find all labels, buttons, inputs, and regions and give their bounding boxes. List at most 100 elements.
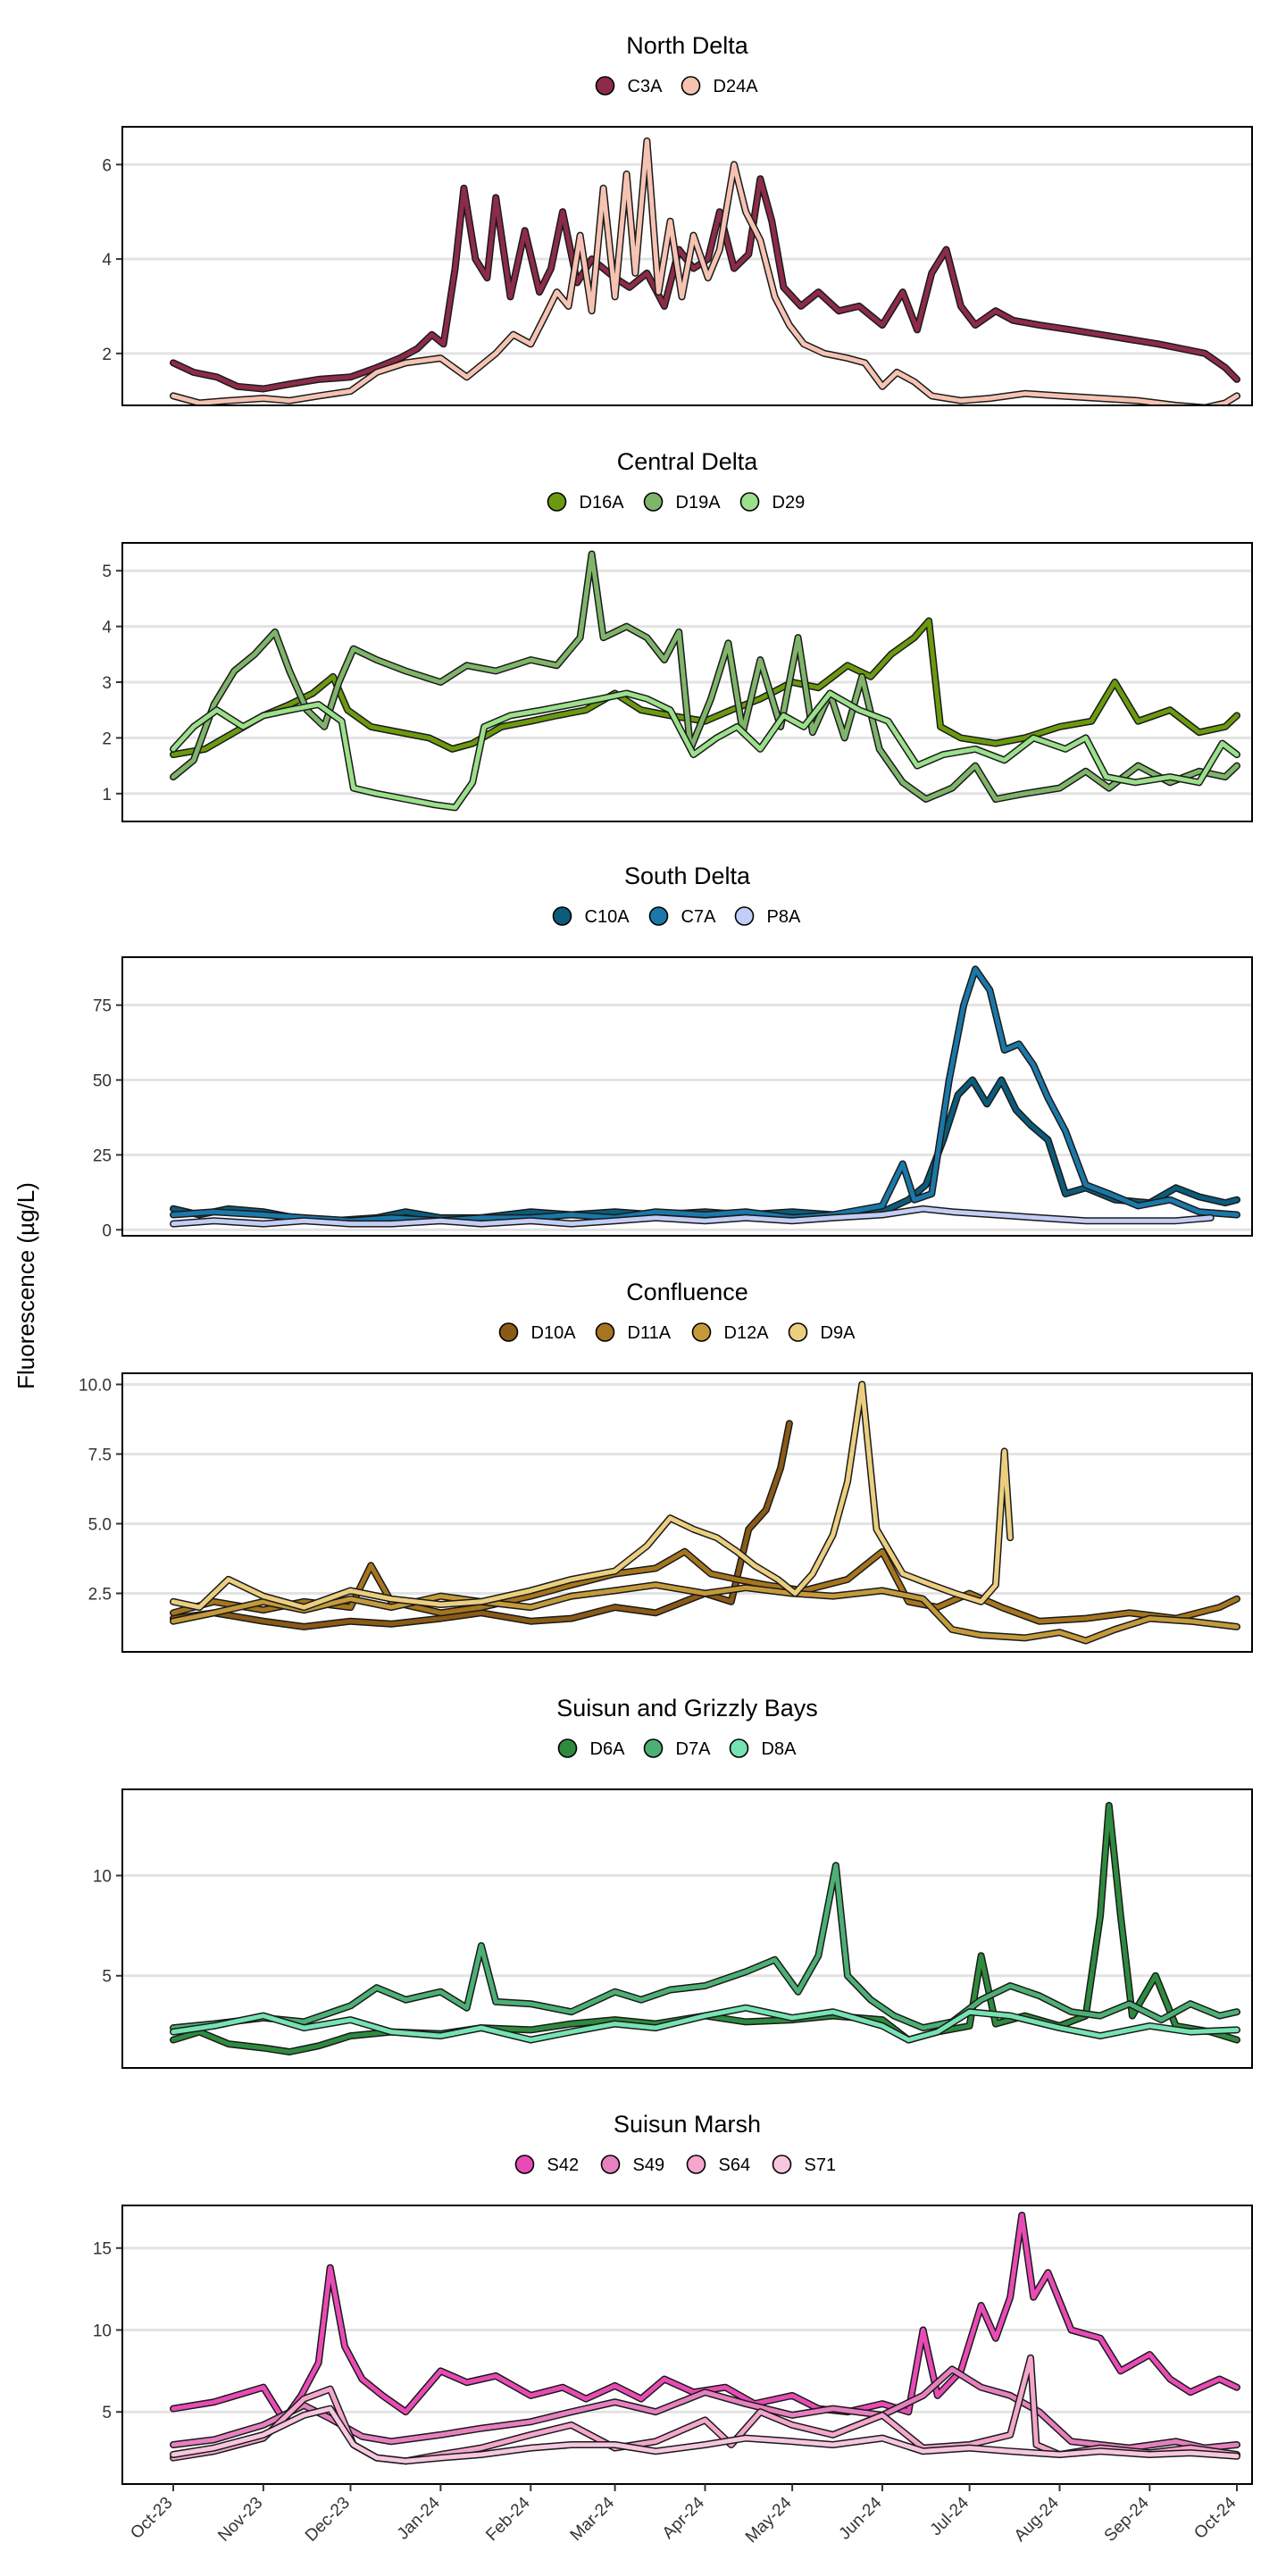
y-tick-label: 5 xyxy=(102,1968,112,1987)
y-tick-label: 3 xyxy=(102,674,112,693)
y-tick-label: 4 xyxy=(102,619,112,638)
series-line-D6A xyxy=(171,1803,1240,2055)
series-group xyxy=(170,1802,1240,2055)
legend-label: S71 xyxy=(805,2155,837,2175)
legend-label: C3A xyxy=(628,77,664,96)
legend-label: D24A xyxy=(714,77,759,96)
legend: C10A C7A P8A xyxy=(552,906,801,927)
legend-label: D10A xyxy=(531,1323,577,1343)
y-tick-label: 2 xyxy=(102,729,112,748)
legend-label: D9A xyxy=(821,1323,856,1343)
y-tick-label: 0 xyxy=(102,1221,112,1240)
legend-swatch xyxy=(686,2155,706,2174)
legend: D6A D7A D8A xyxy=(557,1738,797,1759)
panel-3: Confluence D10A D11A D12A D9A 2.5 5.0 7.5 10.0 xyxy=(79,1279,1253,1653)
series-line-S49 xyxy=(171,2367,1240,2451)
legend-swatch xyxy=(739,492,760,512)
panel-title: Confluence xyxy=(626,1279,748,1305)
series-line-D7A xyxy=(171,1863,1240,2030)
legend-swatch xyxy=(772,2155,792,2174)
y-tick-label: 1 xyxy=(102,786,112,804)
y-tick-label: 15 xyxy=(93,2240,112,2259)
legend-label: D16A xyxy=(580,493,625,513)
legend-swatch xyxy=(547,492,567,512)
panel-5: Suisun Marsh S42 S49 S64 S71 5 10 15 xyxy=(93,2111,1253,2485)
y-tick-label: 10.0 xyxy=(79,1376,112,1395)
panel-border xyxy=(121,1372,1253,1653)
legend-label: S42 xyxy=(547,2155,580,2175)
y-tick-label: 5 xyxy=(102,563,112,581)
panel-title: North Delta xyxy=(626,32,749,59)
y-tick-label: 10 xyxy=(93,1868,112,1887)
legend-label: C7A xyxy=(681,907,717,927)
legend-label: P8A xyxy=(767,907,801,927)
legend: D10A D11A D12A D9A xyxy=(498,1322,856,1343)
panel-title: Central Delta xyxy=(617,448,759,475)
legend-swatch xyxy=(643,492,664,512)
series-line-S71 xyxy=(171,2406,1240,2463)
series-line-D8A xyxy=(171,2005,1240,2043)
y-tick-label: 7.5 xyxy=(88,1446,112,1464)
series-line-D12A xyxy=(171,1582,1240,1643)
series-line-D16A xyxy=(171,618,1240,757)
series-group xyxy=(170,2212,1240,2465)
legend-swatch xyxy=(643,1738,664,1758)
y-tick-label: 2.5 xyxy=(88,1585,112,1604)
y-tick-label: 6 xyxy=(102,156,112,175)
legend-swatch xyxy=(729,1738,749,1758)
y-tick-label: 2 xyxy=(102,346,112,364)
legend-swatch xyxy=(595,76,615,96)
legend-label: S64 xyxy=(719,2155,751,2175)
y-tick-label: 50 xyxy=(93,1072,112,1091)
y-tick-label: 10 xyxy=(93,2322,112,2340)
legend-label: D7A xyxy=(676,1739,712,1759)
series-line-D9A xyxy=(171,1382,1013,1610)
legend-swatch xyxy=(691,1322,712,1342)
legend-label: C10A xyxy=(585,907,630,927)
series-line-D10A xyxy=(171,1421,792,1630)
legend-swatch xyxy=(552,906,572,926)
legend: C3A D24A xyxy=(595,76,759,96)
y-tick-label: 25 xyxy=(93,1146,112,1165)
legend-swatch xyxy=(788,1322,808,1342)
series-line-D24A xyxy=(171,138,1240,405)
panel-title: South Delta xyxy=(624,863,751,889)
panel-border xyxy=(121,2205,1253,2485)
legend: S42 S49 S64 S71 xyxy=(514,2155,837,2175)
y-tick-label: 5 xyxy=(102,2404,112,2422)
legend-label: D19A xyxy=(676,493,722,513)
series-line-D11A xyxy=(171,1549,1240,1624)
legend-label: D12A xyxy=(724,1323,770,1343)
y-tick-label: 4 xyxy=(102,251,112,270)
y-tick-label: 75 xyxy=(93,997,112,1016)
series-line-D29 xyxy=(171,691,1240,810)
panel-1: Central Delta D16A D19A D29 1 2 3 4 5 xyxy=(102,448,1253,822)
y-tick-label: 5.0 xyxy=(88,1515,112,1534)
panel-title: Suisun Marsh xyxy=(614,2111,761,2138)
panel-border xyxy=(121,542,1253,822)
legend-label: S49 xyxy=(633,2155,665,2175)
legend-swatch xyxy=(648,906,669,926)
series-group xyxy=(170,550,1240,812)
panel-border xyxy=(121,126,1253,406)
legend-swatch xyxy=(595,1322,615,1342)
series-group xyxy=(170,965,1240,1228)
series-group xyxy=(170,1380,1240,1645)
legend-label: D6A xyxy=(590,1739,626,1759)
legend-label: D29 xyxy=(772,493,806,513)
panel-border xyxy=(121,1788,1253,2069)
series-line-P8A xyxy=(171,1206,1214,1227)
legend: D16A D19A D29 xyxy=(547,492,806,513)
legend-swatch xyxy=(498,1322,519,1342)
legend-swatch xyxy=(681,76,701,96)
panel-4: Suisun and Grizzly Bays D6A D7A D8A 5 10 xyxy=(93,1695,1253,2069)
series-group xyxy=(170,137,1240,405)
legend-swatch xyxy=(557,1738,578,1758)
legend-swatch xyxy=(600,2155,621,2174)
panel-0: North Delta C3A D24A 2 4 6 xyxy=(102,32,1253,406)
legend-label: D11A xyxy=(628,1323,672,1343)
panel-title: Suisun and Grizzly Bays xyxy=(556,1695,818,1722)
legend-label: D8A xyxy=(762,1739,797,1759)
